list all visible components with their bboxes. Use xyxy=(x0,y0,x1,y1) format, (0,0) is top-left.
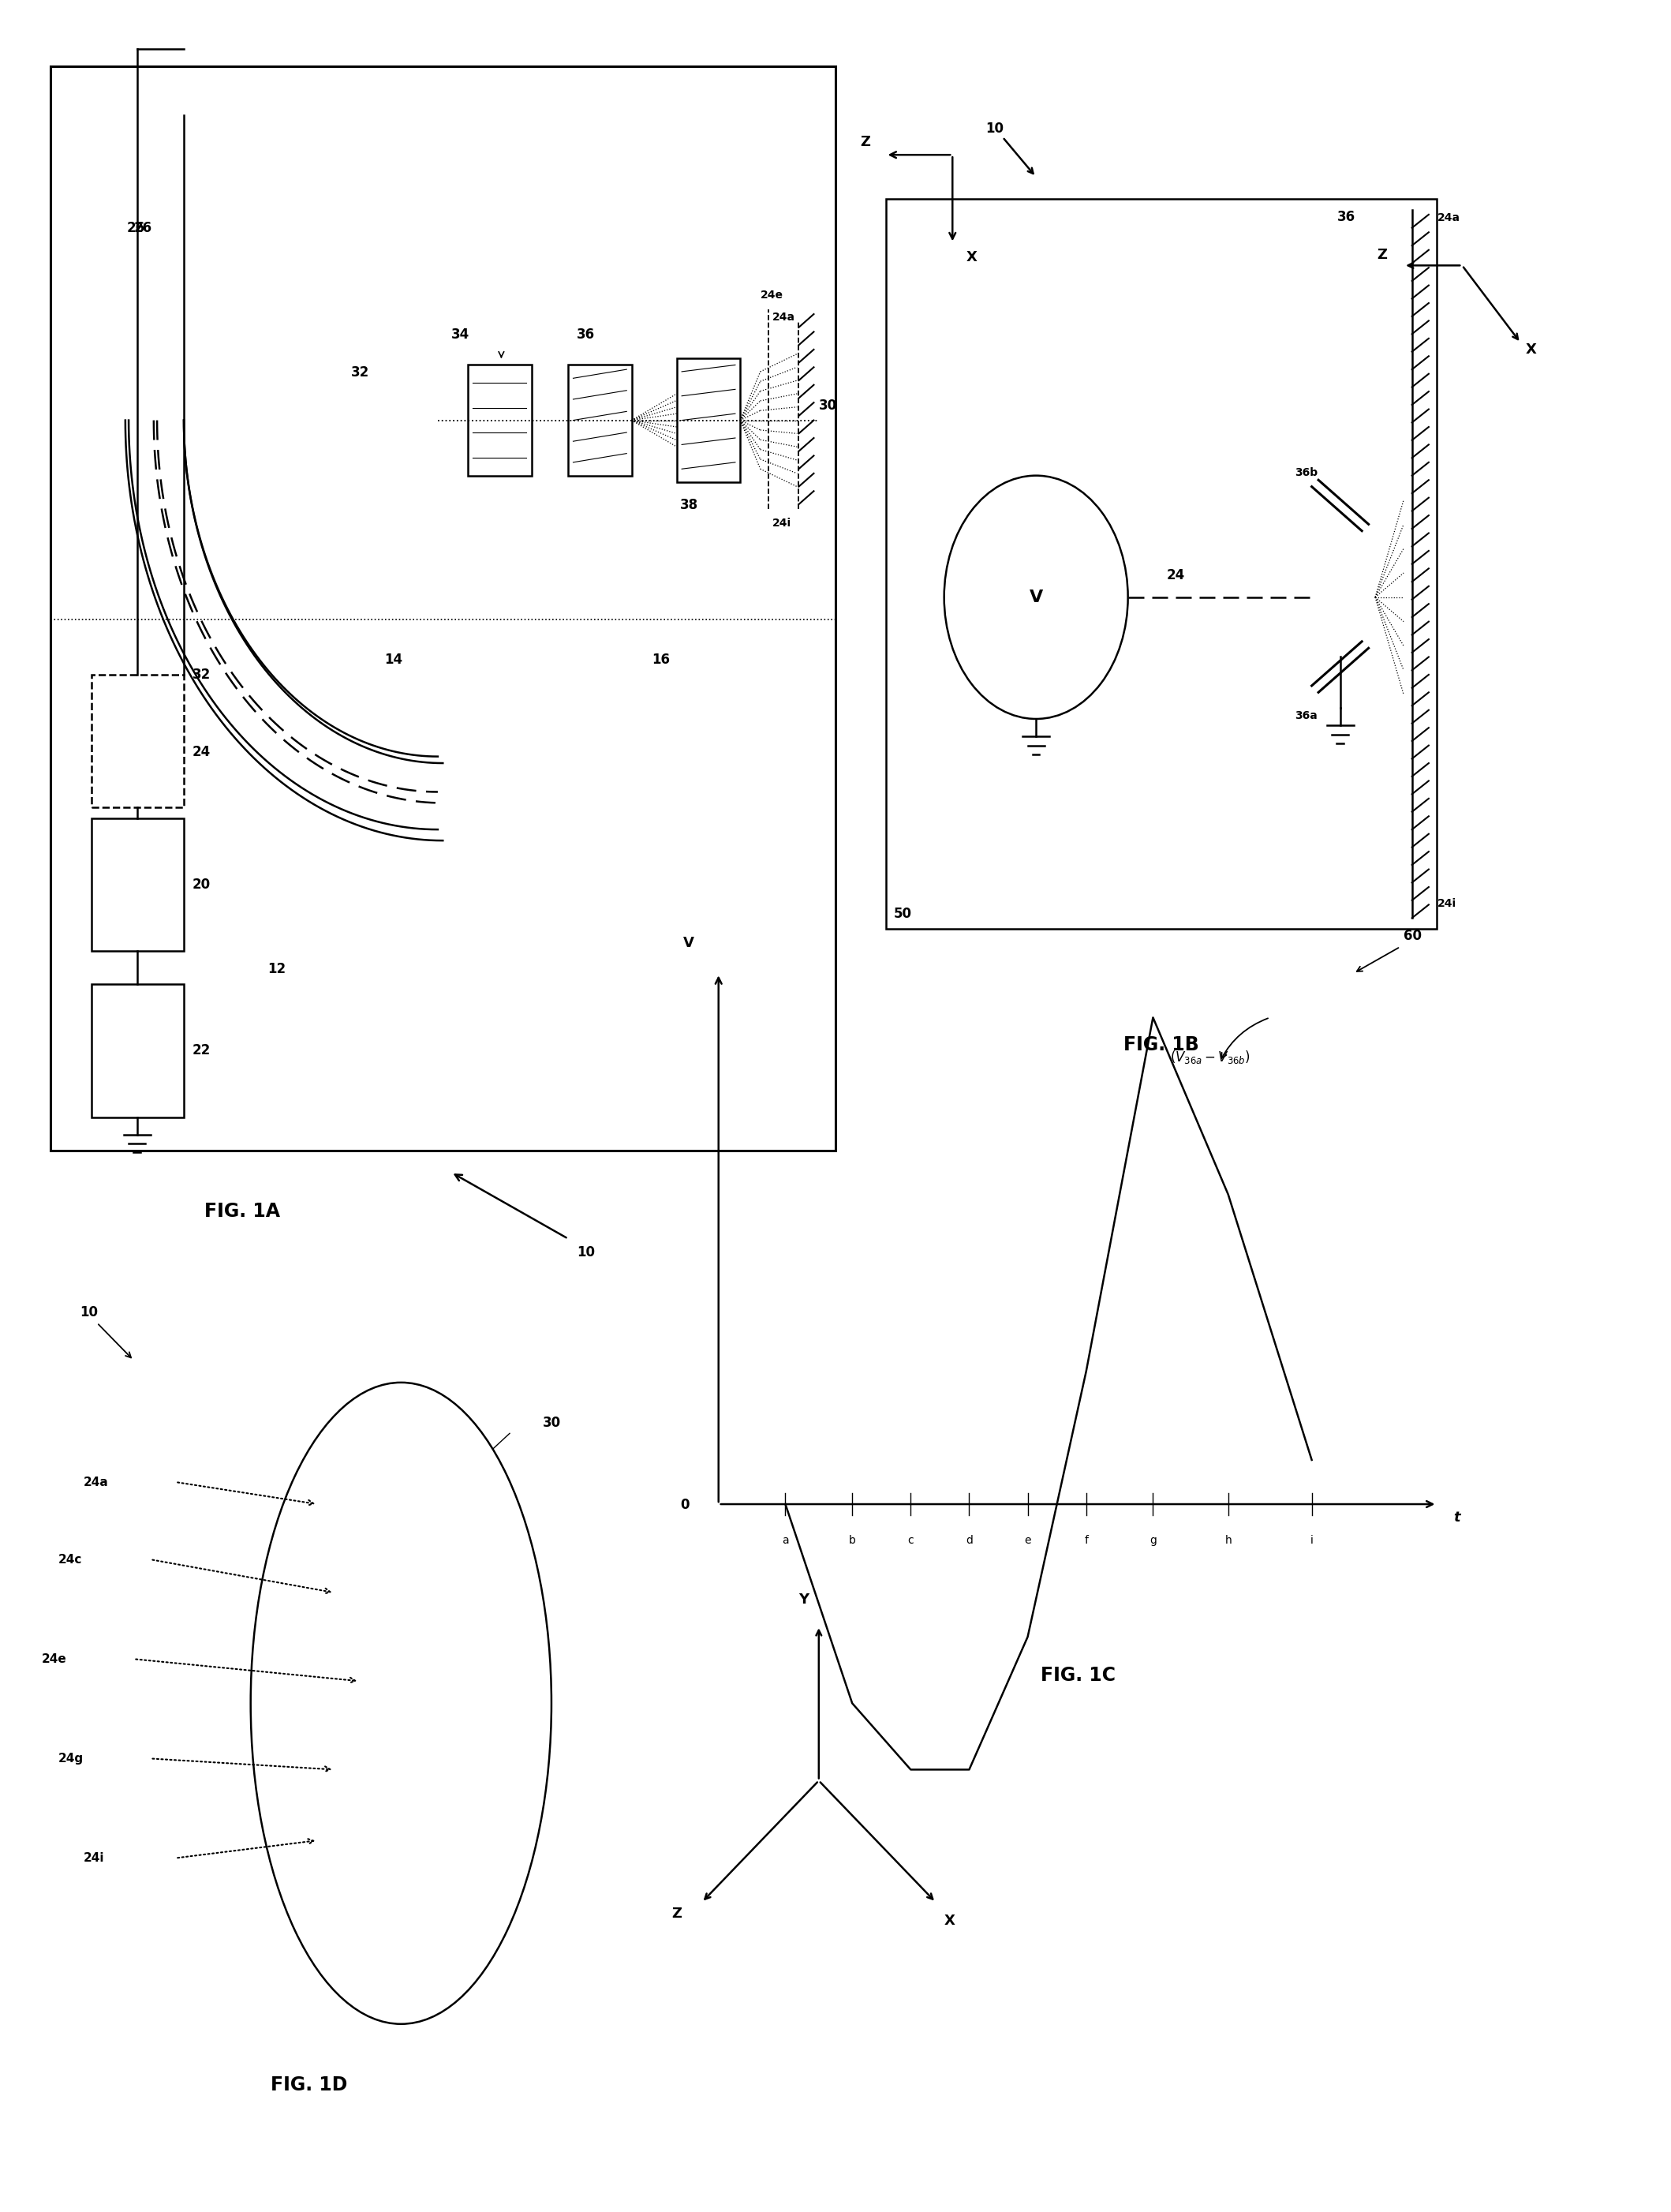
Text: 30: 30 xyxy=(543,1416,561,1429)
Text: X: X xyxy=(1526,343,1537,356)
Text: Z: Z xyxy=(861,135,871,148)
Text: 36: 36 xyxy=(576,327,595,341)
Text: 24e: 24e xyxy=(42,1652,67,1666)
Text: 36: 36 xyxy=(1337,210,1355,223)
Text: 30: 30 xyxy=(819,398,837,411)
Text: 24a: 24a xyxy=(84,1475,109,1489)
Text: V: V xyxy=(1029,588,1043,606)
Text: Z: Z xyxy=(672,1907,682,1920)
Text: e: e xyxy=(1024,1535,1031,1546)
Text: 24: 24 xyxy=(192,745,211,759)
Bar xyxy=(50,66,836,1150)
Text: 10: 10 xyxy=(986,122,1004,135)
Text: 24i: 24i xyxy=(1437,898,1455,909)
Text: 24i: 24i xyxy=(84,1851,105,1865)
Text: $(V_{36a} - V_{36b})$: $(V_{36a} - V_{36b})$ xyxy=(1170,1048,1250,1066)
Text: 32: 32 xyxy=(351,365,369,378)
Text: 26: 26 xyxy=(127,221,145,234)
Text: 36a: 36a xyxy=(1295,710,1318,721)
Text: 12: 12 xyxy=(267,962,286,975)
Text: a: a xyxy=(782,1535,789,1546)
Text: i: i xyxy=(1310,1535,1313,1546)
Text: X: X xyxy=(944,1913,956,1927)
Text: g: g xyxy=(1150,1535,1156,1546)
Text: c: c xyxy=(907,1535,914,1546)
Text: h: h xyxy=(1225,1535,1232,1546)
Text: FIG. 1D: FIG. 1D xyxy=(271,2075,348,2095)
Bar xyxy=(886,199,1437,929)
Text: X: X xyxy=(966,250,978,263)
Text: 22: 22 xyxy=(192,1044,211,1057)
Text: t: t xyxy=(1454,1511,1460,1524)
Text: d: d xyxy=(966,1535,973,1546)
Text: 50: 50 xyxy=(894,907,912,920)
Bar xyxy=(568,365,632,476)
Text: 32: 32 xyxy=(192,668,211,681)
Bar xyxy=(92,984,184,1117)
Text: Z: Z xyxy=(1377,248,1387,261)
Text: FIG. 1B: FIG. 1B xyxy=(1123,1035,1200,1055)
Text: 10: 10 xyxy=(80,1305,99,1318)
Text: 26: 26 xyxy=(134,221,152,234)
Text: b: b xyxy=(849,1535,856,1546)
Bar xyxy=(677,358,740,482)
Text: Y: Y xyxy=(799,1593,809,1606)
Text: 24: 24 xyxy=(1166,568,1185,582)
Text: 10: 10 xyxy=(576,1245,595,1259)
Text: V: V xyxy=(683,936,693,949)
Text: 34: 34 xyxy=(451,327,470,341)
Text: 24g: 24g xyxy=(58,1752,84,1765)
Bar xyxy=(92,818,184,951)
Text: 16: 16 xyxy=(652,653,670,666)
Text: 24a: 24a xyxy=(772,312,795,323)
Text: 60: 60 xyxy=(1404,929,1422,942)
Bar xyxy=(92,675,184,807)
Text: 24e: 24e xyxy=(760,290,784,301)
Text: 14: 14 xyxy=(384,653,403,666)
Text: 20: 20 xyxy=(192,878,211,891)
Text: FIG. 1C: FIG. 1C xyxy=(1041,1666,1115,1686)
Text: 24c: 24c xyxy=(58,1553,82,1566)
Bar xyxy=(468,365,531,476)
Text: f: f xyxy=(1084,1535,1088,1546)
Text: 0: 0 xyxy=(680,1498,690,1511)
Text: FIG. 1A: FIG. 1A xyxy=(204,1201,281,1221)
Text: 24a: 24a xyxy=(1437,212,1460,223)
Text: 24i: 24i xyxy=(772,518,790,529)
Text: 38: 38 xyxy=(680,498,698,511)
Text: 36b: 36b xyxy=(1295,467,1318,478)
